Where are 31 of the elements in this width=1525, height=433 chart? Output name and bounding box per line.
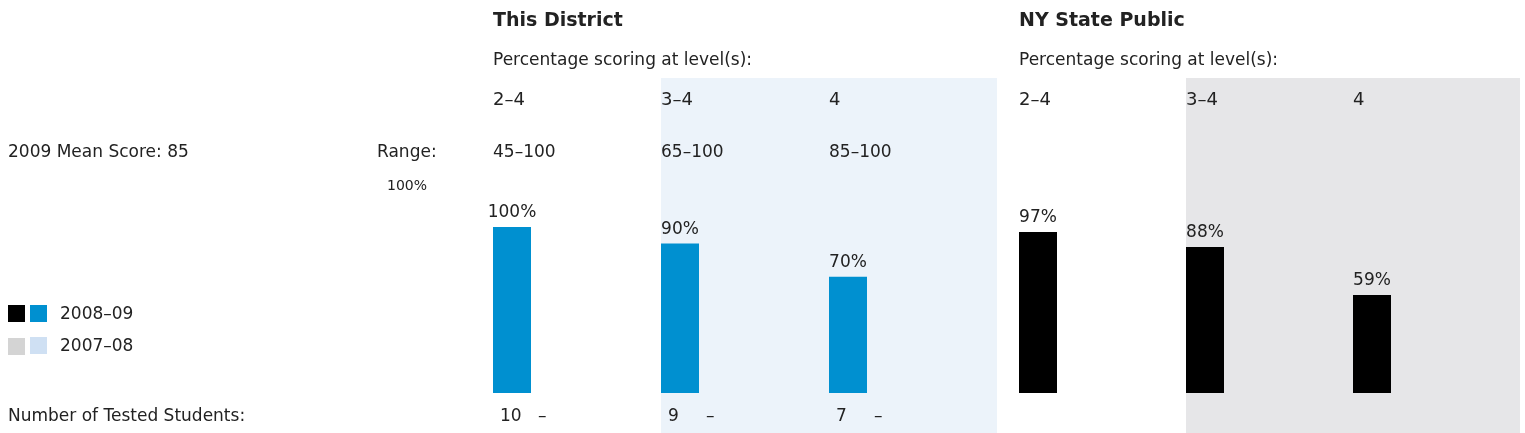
chart-subtitle: Percentage scoring at level(s): (493, 49, 753, 69)
text: 85–100 (829, 141, 892, 161)
x-tick-label: 4 (829, 88, 841, 109)
text: 45–100 (493, 141, 556, 161)
x-tick-label: 2–4 (493, 88, 525, 109)
chart-title: NY State Public (1019, 8, 1185, 30)
x-tick-label: 3–4 (1186, 88, 1218, 109)
legend-label: 2008–09 (60, 302, 134, 323)
text: 10 (500, 405, 522, 425)
x-tick-label: 4 (1353, 88, 1365, 109)
data-label: 59% (1353, 269, 1391, 290)
x-tick-label: 2–4 (1019, 88, 1051, 109)
x-tick-label: 3–4 (661, 88, 693, 109)
chart-title: This District (493, 8, 623, 30)
text: 9 (668, 405, 679, 425)
data-label: 88% (1186, 220, 1224, 241)
data-label: 100% (487, 201, 537, 221)
text: – (538, 405, 547, 425)
data-label: 70% (829, 250, 867, 271)
chart-subtitle: Percentage scoring at level(s): (1019, 49, 1279, 69)
text: 7 (836, 405, 847, 425)
text: 100% (386, 177, 427, 193)
text: Number of Tested Students: (8, 405, 246, 425)
text: – (874, 405, 883, 425)
data-label: 97% (1019, 205, 1057, 226)
legend-label: 2007–08 (60, 334, 134, 355)
text: 2009 Mean Score: 85 (8, 141, 189, 161)
data-label: 90% (661, 217, 699, 238)
text: – (706, 405, 715, 425)
text: Range: (377, 141, 437, 161)
text: 65–100 (661, 141, 724, 161)
